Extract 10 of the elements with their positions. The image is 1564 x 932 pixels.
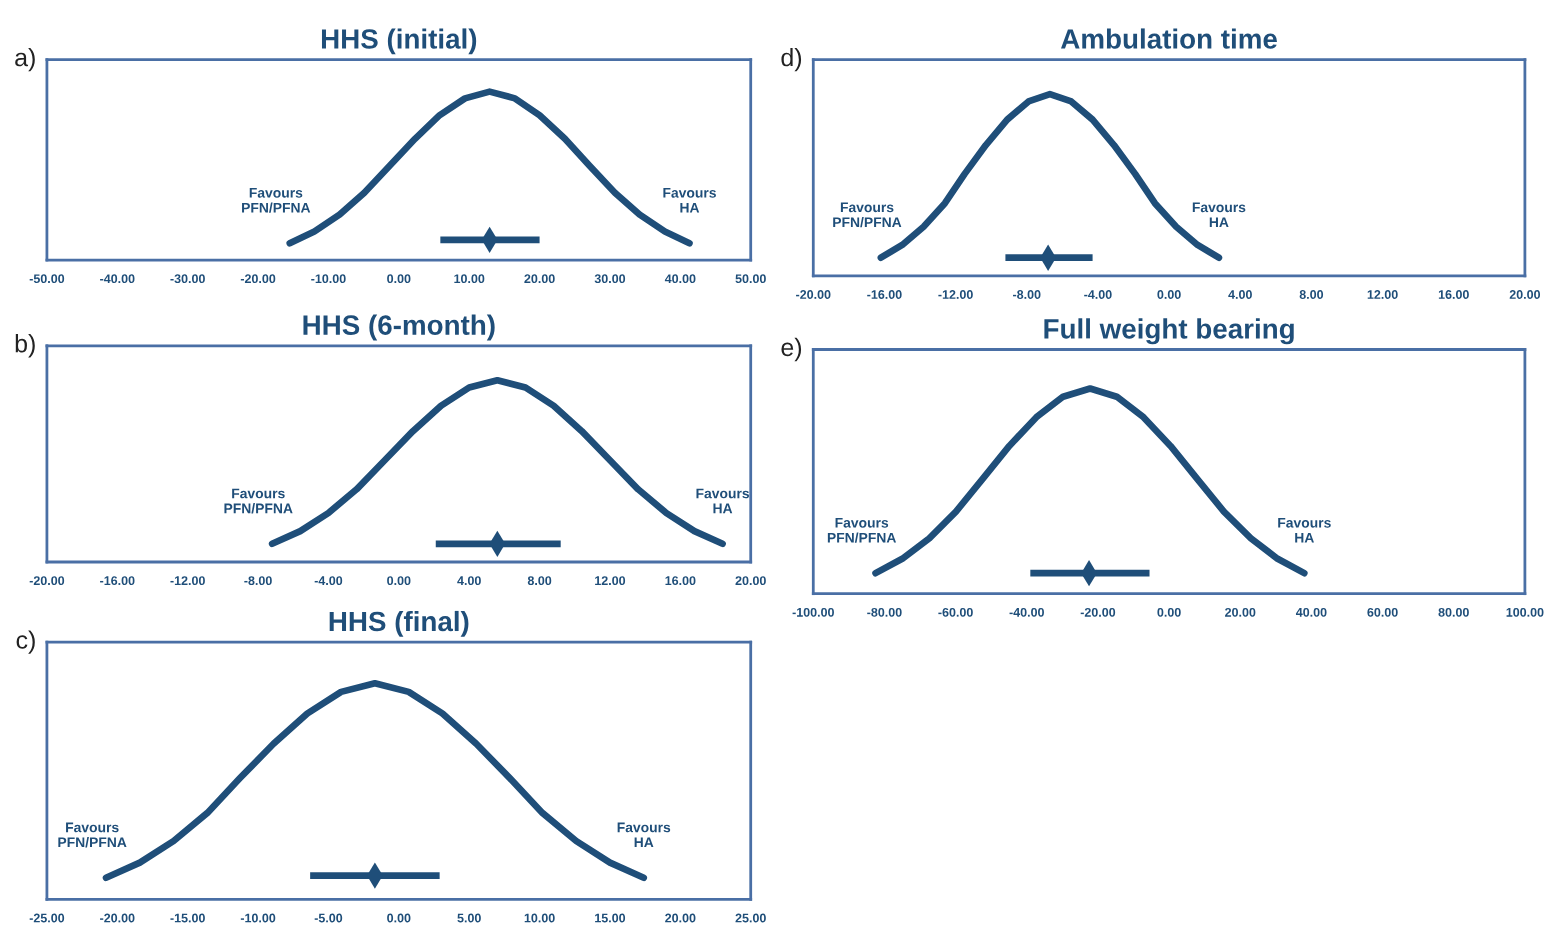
- chart-title: HHS (final): [329, 610, 469, 637]
- text: e): [781, 337, 802, 362]
- chart-title: Ambulation time: [1060, 28, 1277, 49]
- chart-title: HHS (initial): [321, 28, 477, 55]
- text: c): [16, 630, 35, 654]
- text: d): [781, 48, 802, 72]
- text: b): [15, 334, 35, 358]
- chart-title: HHS (6-month): [303, 314, 495, 341]
- chart-title: Full weight bearing: [1044, 318, 1294, 345]
- text: a): [15, 48, 35, 72]
